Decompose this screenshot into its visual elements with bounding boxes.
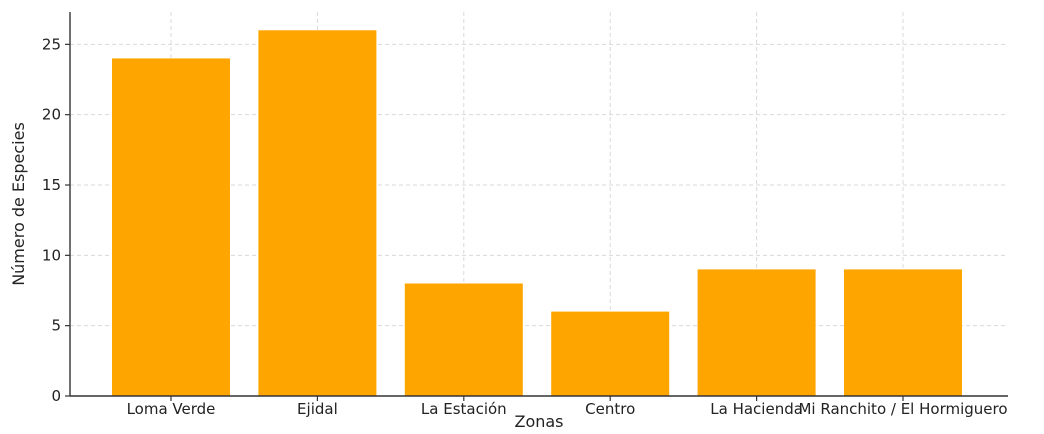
- x-tick-label: La Hacienda: [710, 400, 803, 418]
- bars: [112, 30, 962, 397]
- y-tick-label: 20: [42, 106, 61, 124]
- y-tick-label: 5: [51, 317, 61, 335]
- x-tick-label: Loma Verde: [127, 400, 216, 418]
- bar: [404, 283, 523, 396]
- y-axis-title: Número de Especies: [9, 122, 28, 286]
- bar: [697, 269, 816, 396]
- bar: [112, 58, 230, 397]
- x-axis-title: Zonas: [514, 412, 563, 430]
- bar: [258, 30, 377, 397]
- x-tick-label: Centro: [585, 400, 635, 418]
- y-tick-label: 10: [42, 246, 61, 264]
- bar: [844, 269, 962, 396]
- bar: [551, 311, 670, 396]
- x-tick-label: Mi Ranchito / El Hormiguero: [798, 400, 1007, 418]
- tick-labels: 0 5 10 15 20 25 Loma Verde Ejidal La Estación Cen…: [42, 35, 1008, 418]
- x-tick-label: La Estación: [421, 400, 507, 418]
- y-tick-label: 15: [42, 176, 61, 194]
- x-tick-label: Ejidal: [297, 400, 338, 418]
- y-tick-label: 25: [42, 35, 61, 53]
- axes: [65, 12, 1008, 401]
- y-tick-label: 0: [51, 387, 61, 405]
